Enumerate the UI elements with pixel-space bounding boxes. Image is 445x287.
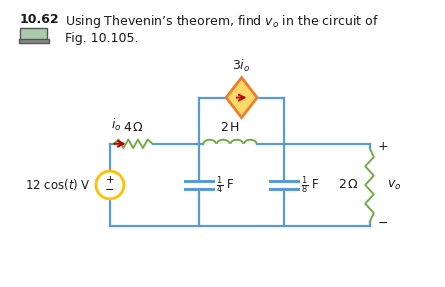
Text: Using Thevenin’s theorem, find $v_o$ in the circuit of
Fig. 10.105.: Using Thevenin’s theorem, find $v_o$ in … [65, 13, 378, 45]
Text: $i_o$: $i_o$ [111, 117, 122, 133]
Text: $2\,\mathrm{H}$: $2\,\mathrm{H}$ [220, 121, 240, 134]
Text: $\frac{1}{4}$ F: $\frac{1}{4}$ F [216, 174, 235, 196]
Text: $3i_o$: $3i_o$ [232, 58, 251, 75]
Text: $4\,\Omega$: $4\,\Omega$ [122, 121, 144, 134]
Text: 12 cos($t$) V: 12 cos($t$) V [24, 177, 90, 193]
Text: +: + [377, 139, 388, 153]
Text: +: + [105, 175, 114, 185]
Text: −: − [105, 185, 114, 195]
Circle shape [96, 171, 124, 199]
Text: 10.62: 10.62 [20, 13, 60, 26]
Text: $2\,\Omega$: $2\,\Omega$ [338, 179, 360, 191]
Polygon shape [226, 77, 257, 118]
Text: $v_o$: $v_o$ [387, 179, 401, 191]
Text: −: − [377, 217, 388, 230]
Text: $\frac{1}{8}$ F: $\frac{1}{8}$ F [301, 174, 320, 196]
